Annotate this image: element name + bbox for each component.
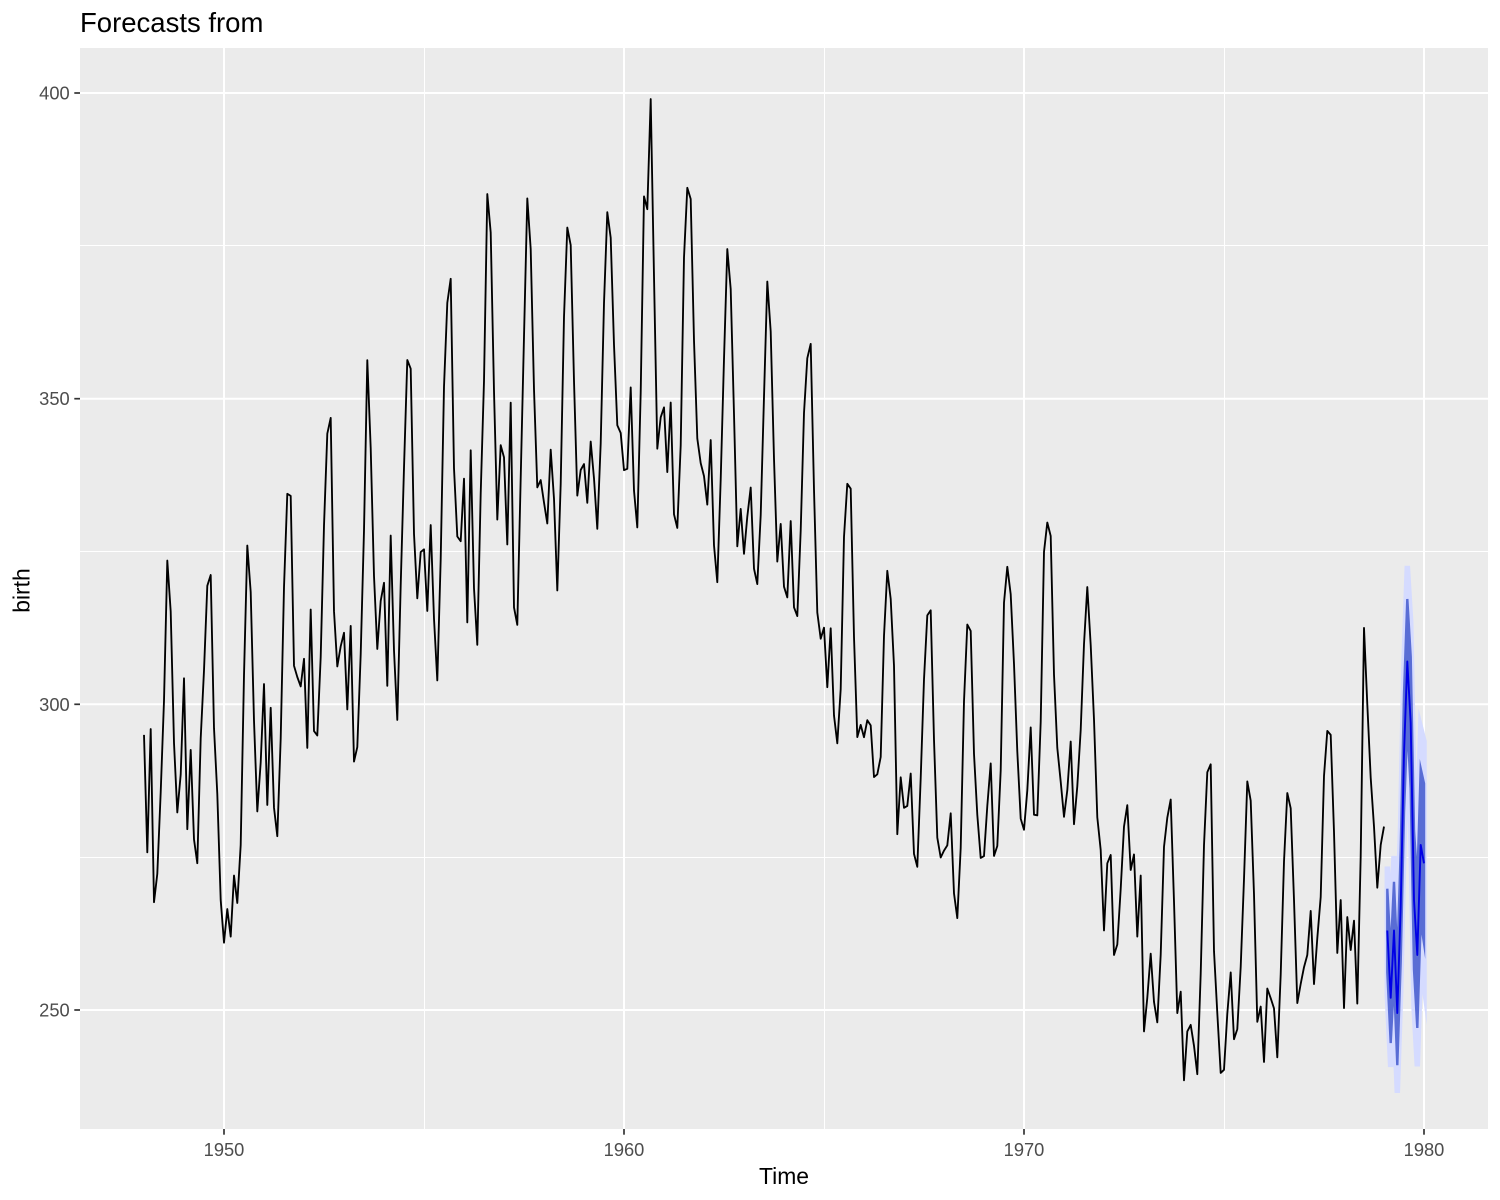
svg-text:400: 400 [39, 83, 70, 104]
svg-text:birth: birth [9, 568, 35, 613]
svg-text:1950: 1950 [204, 1139, 245, 1160]
svg-text:1960: 1960 [604, 1139, 645, 1160]
svg-text:Forecasts from: Forecasts from [80, 7, 263, 38]
svg-text:350: 350 [39, 388, 70, 409]
svg-text:300: 300 [39, 694, 70, 715]
svg-text:Time: Time [759, 1163, 809, 1189]
svg-text:250: 250 [39, 1000, 70, 1021]
svg-text:1970: 1970 [1004, 1139, 1045, 1160]
svg-text:1980: 1980 [1404, 1139, 1445, 1160]
